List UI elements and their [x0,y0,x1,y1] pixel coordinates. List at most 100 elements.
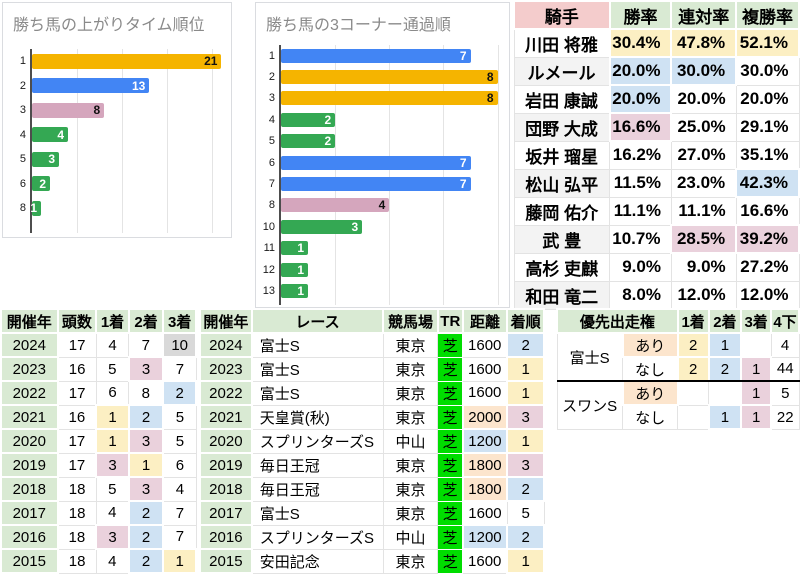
jockey-stat-cell: 11.1% [609,196,672,226]
chart-gridline [497,45,499,305]
year-header-row: 開催年 頭数 1着 2着 3着 [0,308,197,334]
jockey-name-cell: 松山 弘平 [513,168,611,198]
chart-bar-value: 3 [351,219,359,234]
year-cell: 2017 [0,500,59,526]
finish-position-cell: 3 [506,404,545,430]
year-header-cell: 開催年 [0,308,59,334]
track-type-cell: 芝 [437,476,464,502]
chart-bar-row: 12 1 [263,259,503,280]
jockey-row: 藤岡 佑介 11.1% 11.1% 16.6% [513,196,800,226]
jockey-stat-cell: 27.2% [735,252,800,282]
chart-bar-value: 8 [486,70,494,85]
result-count-cell: 4 [95,332,130,358]
chart-category-label: 4 [268,113,275,126]
chart-bar-value: 1 [297,283,305,298]
year-cell: 2019 [0,452,59,478]
jockey-stat-cell: 11.5% [609,168,672,198]
result-count-cell: 17 [57,380,97,406]
chart-bar-value: 7 [459,48,467,63]
distance-cell: 1800 [461,452,509,478]
chart-category-label: 2 [268,71,275,84]
jockey-stat-cell: 52.1% [735,28,800,58]
jockey-stats-table: 騎手 勝率 連対率 複勝率 川田 将雅 30.4% 47.8% 52.1% ルメール 20.0% 3… [513,0,800,310]
year-header-cell: 1着 [95,308,130,334]
year-row: 2022 17 6 8 2 [0,380,197,406]
course-cell: 東京 [382,476,439,502]
year-cell: 2023 [0,356,59,382]
priority-header-cell: 2着 [707,308,743,334]
jockey-name-cell: 武 豊 [513,224,611,254]
year-row: 2020 17 1 3 5 [0,428,197,454]
result-count-cell: 3 [127,356,165,382]
priority-header-cell: 3着 [740,308,773,334]
priority-count-cell: 2 [707,356,743,382]
race-name-cell: 毎日王冠 [251,476,384,502]
chart-gridline [443,45,445,305]
race-name-cell: 富士S [251,356,384,382]
result-count-cell: 8 [128,380,164,406]
track-type-cell: 芝 [437,404,464,430]
chart-bar: 1 [30,200,42,216]
entry-right-cell: あり [621,332,679,358]
distance-cell: 1800 [461,476,509,502]
track-type-cell: 芝 [437,452,464,478]
chart-bar: 7 [281,48,471,63]
chart-bar-row: 11 1 [264,238,503,259]
result-count-cell: 5 [162,404,197,430]
jockey-row: 川田 将雅 30.4% 47.8% 52.1% [513,28,800,58]
chart-bar-value: 1 [30,201,38,216]
distance-cell: 1600 [462,500,508,526]
jockey-stat-cell: 29.1% [735,112,800,142]
jockey-name-cell: ルメール [513,56,611,86]
result-count-cell: 16 [57,404,97,430]
race-row: 2024 富士S 東京芝 1600 2 [199,332,545,358]
chart-category-label: 10 [262,220,275,233]
jockey-row: 坂井 瑠星 16.2% 27.0% 35.1% [513,140,800,170]
distance-cell: 1600 [462,548,508,574]
result-count-cell: 4 [95,500,130,526]
race-row: 2017 富士S 東京芝 1600 5 [199,500,545,526]
result-count-cell: 3 [95,524,130,550]
priority-header-cell: 4下 [770,308,800,334]
jockey-name-cell: 藤岡 佑介 [513,196,611,226]
result-count-cell: 2 [127,500,165,526]
race-row: 2018 毎日王冠 東京芝 1800 2 [199,476,545,502]
chart-bar-value: 4 [57,127,65,142]
result-count-cell: 2 [127,404,165,430]
jockey-stat-cell: 23.0% [670,168,737,198]
jockey-stat-cell: 30.0% [670,56,738,86]
race-header-cell: 着順 [506,308,545,334]
priority-count-cell: 4 [770,332,800,358]
priority-header-row: 優先出走権 1着 2着 3着 4下 [556,308,800,334]
priority-header-cell: 1着 [676,308,710,334]
jockey-stat-cell: 8.0% [609,280,672,310]
year-cell: 2015 [0,548,59,574]
finish-position-cell: 5 [506,500,545,526]
chart-gridline [77,49,79,233]
chart-bar: 2 [281,134,336,149]
result-count-cell: 2 [162,380,197,406]
chart-gridline [389,45,391,305]
jockey-stat-cell: 30.0% [735,56,800,86]
chart-category-label: 12 [262,263,275,276]
priority-count-cell: 1 [740,380,773,406]
result-count-cell: 6 [95,380,130,406]
course-cell: 東京 [382,500,439,526]
jockey-stat-cell: 42.3% [735,168,800,198]
race-row: 2019 毎日王冠 東京芝 1800 3 [199,452,545,478]
jockey-header-row: 騎手 勝率 連対率 複勝率 [513,0,800,30]
course-cell: 東京 [382,332,439,358]
track-type-cell: 芝 [437,332,464,358]
chart-bar-value: 1 [297,241,305,256]
jockey-stat-cell: 12.0% [735,280,800,310]
race-name-cell: 富士S [251,500,384,526]
year-row: 2019 17 3 1 6 [0,452,197,478]
track-type-cell: 芝 [437,500,464,526]
chart-bar: 8 [281,70,498,85]
